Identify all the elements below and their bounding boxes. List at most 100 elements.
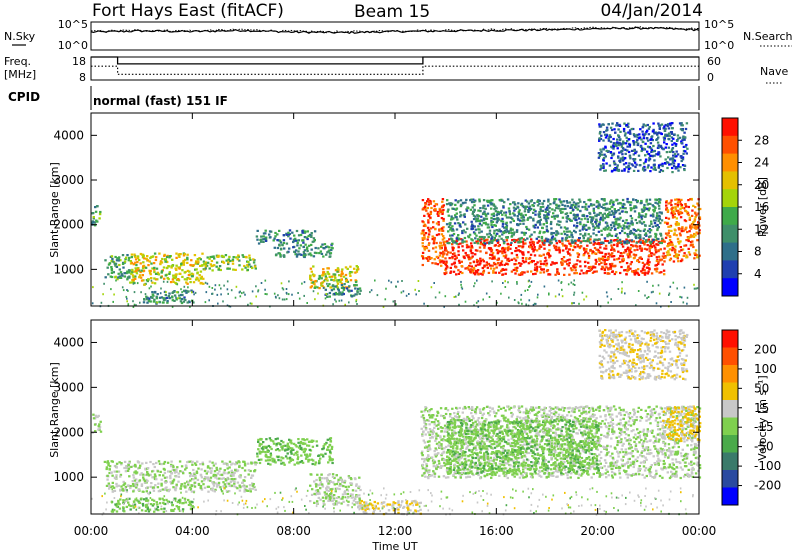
heatmap-cell xyxy=(621,170,623,172)
heatmap-cell xyxy=(327,439,329,441)
heatmap-cell xyxy=(640,145,642,147)
power-colorbar-segment xyxy=(722,136,738,154)
heatmap-cell xyxy=(181,483,183,485)
heatmap-cell xyxy=(141,509,143,511)
heatmap-cell xyxy=(110,276,112,278)
heatmap-cell xyxy=(324,279,326,281)
heatmap-cell xyxy=(428,231,430,233)
heatmap-cell xyxy=(339,300,341,302)
heatmap-cell xyxy=(549,203,551,205)
heatmap-cell xyxy=(635,219,637,221)
heatmap-cell xyxy=(674,245,676,247)
heatmap-cell xyxy=(643,237,645,239)
heatmap-cell xyxy=(154,473,156,475)
heatmap-cell xyxy=(613,169,615,171)
heatmap-cell xyxy=(446,223,448,225)
heatmap-cell xyxy=(502,223,504,225)
heatmap-cell xyxy=(521,232,523,234)
heatmap-cell xyxy=(191,501,193,503)
heatmap-cell xyxy=(657,142,659,144)
heatmap-cell xyxy=(502,273,504,275)
heatmap-cell xyxy=(616,240,618,242)
heatmap-cell xyxy=(622,159,624,161)
heatmap-cell xyxy=(122,490,124,492)
heatmap-cell xyxy=(121,275,123,277)
heatmap-cell xyxy=(200,487,202,489)
heatmap-cell xyxy=(455,216,457,218)
heatmap-cell xyxy=(639,256,641,258)
heatmap-cell xyxy=(540,210,542,212)
heatmap-cell xyxy=(684,203,686,205)
heatmap-cell xyxy=(269,230,271,232)
heatmap-cell xyxy=(217,256,219,258)
heatmap-cell xyxy=(163,278,165,280)
heatmap-cell xyxy=(654,202,656,204)
heatmap-cell xyxy=(611,227,613,229)
heatmap-cell xyxy=(677,165,679,167)
heatmap-cell xyxy=(177,501,179,503)
heatmap-cell xyxy=(213,485,215,487)
heatmap-cell xyxy=(538,248,540,250)
heatmap-cell xyxy=(222,485,224,487)
heatmap-cell xyxy=(234,463,236,465)
heatmap-cell xyxy=(523,261,525,263)
heatmap-cell xyxy=(159,498,161,500)
heatmap-cell xyxy=(611,123,613,125)
heatmap-cell xyxy=(686,152,688,154)
heatmap-cell xyxy=(207,466,209,468)
heatmap-cell xyxy=(180,485,182,487)
heatmap-cell xyxy=(609,254,611,256)
heatmap-cell xyxy=(658,166,660,168)
heatmap-cell xyxy=(553,202,555,204)
heatmap-cell xyxy=(141,472,143,474)
heatmap-cell xyxy=(492,221,494,223)
heatmap-cell xyxy=(661,219,663,221)
power-ytick-label: 4000 xyxy=(53,128,84,142)
heatmap-cell xyxy=(652,122,654,124)
heatmap-cell xyxy=(507,198,509,200)
heatmap-cell xyxy=(635,206,637,208)
heatmap-cell xyxy=(451,225,453,227)
heatmap-cell xyxy=(134,304,136,306)
heatmap-cell xyxy=(254,265,256,267)
heatmap-cell xyxy=(561,243,563,245)
heatmap-cell xyxy=(668,127,670,129)
heatmap-cell xyxy=(132,490,134,492)
heatmap-cell xyxy=(623,269,625,271)
heatmap-cell xyxy=(427,207,429,209)
heatmap-cell xyxy=(128,462,130,464)
heatmap-cell xyxy=(480,216,482,218)
heatmap-cell xyxy=(108,485,110,487)
heatmap-cell xyxy=(555,207,557,209)
heatmap-cell xyxy=(677,204,679,206)
heatmap-cell xyxy=(506,222,508,224)
power-colorbar-segment xyxy=(722,225,738,243)
heatmap-cell xyxy=(244,469,246,471)
heatmap-cell xyxy=(264,238,266,240)
heatmap-cell xyxy=(576,252,578,254)
heatmap-cell xyxy=(619,131,621,133)
heatmap-cell xyxy=(211,260,213,262)
heatmap-cell xyxy=(291,232,293,234)
heatmap-cell xyxy=(186,461,188,463)
heatmap-cell xyxy=(686,122,688,124)
heatmap-cell xyxy=(131,256,133,258)
heatmap-cell xyxy=(198,483,200,485)
heatmap-cell xyxy=(610,151,612,153)
freq-label-line1: Freq. xyxy=(4,55,31,68)
heatmap-cell xyxy=(683,132,685,134)
heatmap-cell xyxy=(244,267,246,269)
heatmap-cell xyxy=(570,204,572,206)
heatmap-cell xyxy=(574,292,576,294)
heatmap-cell xyxy=(640,200,642,202)
heatmap-cell xyxy=(164,477,166,479)
heatmap-cell xyxy=(178,256,180,258)
heatmap-cell xyxy=(610,241,612,243)
heatmap-cell xyxy=(614,210,616,212)
heatmap-cell xyxy=(468,269,470,271)
heatmap-cell xyxy=(626,146,628,148)
heatmap-cell xyxy=(500,220,502,222)
heatmap-cell xyxy=(626,201,628,203)
heatmap-cell xyxy=(248,255,250,257)
heatmap-cell xyxy=(218,269,220,271)
